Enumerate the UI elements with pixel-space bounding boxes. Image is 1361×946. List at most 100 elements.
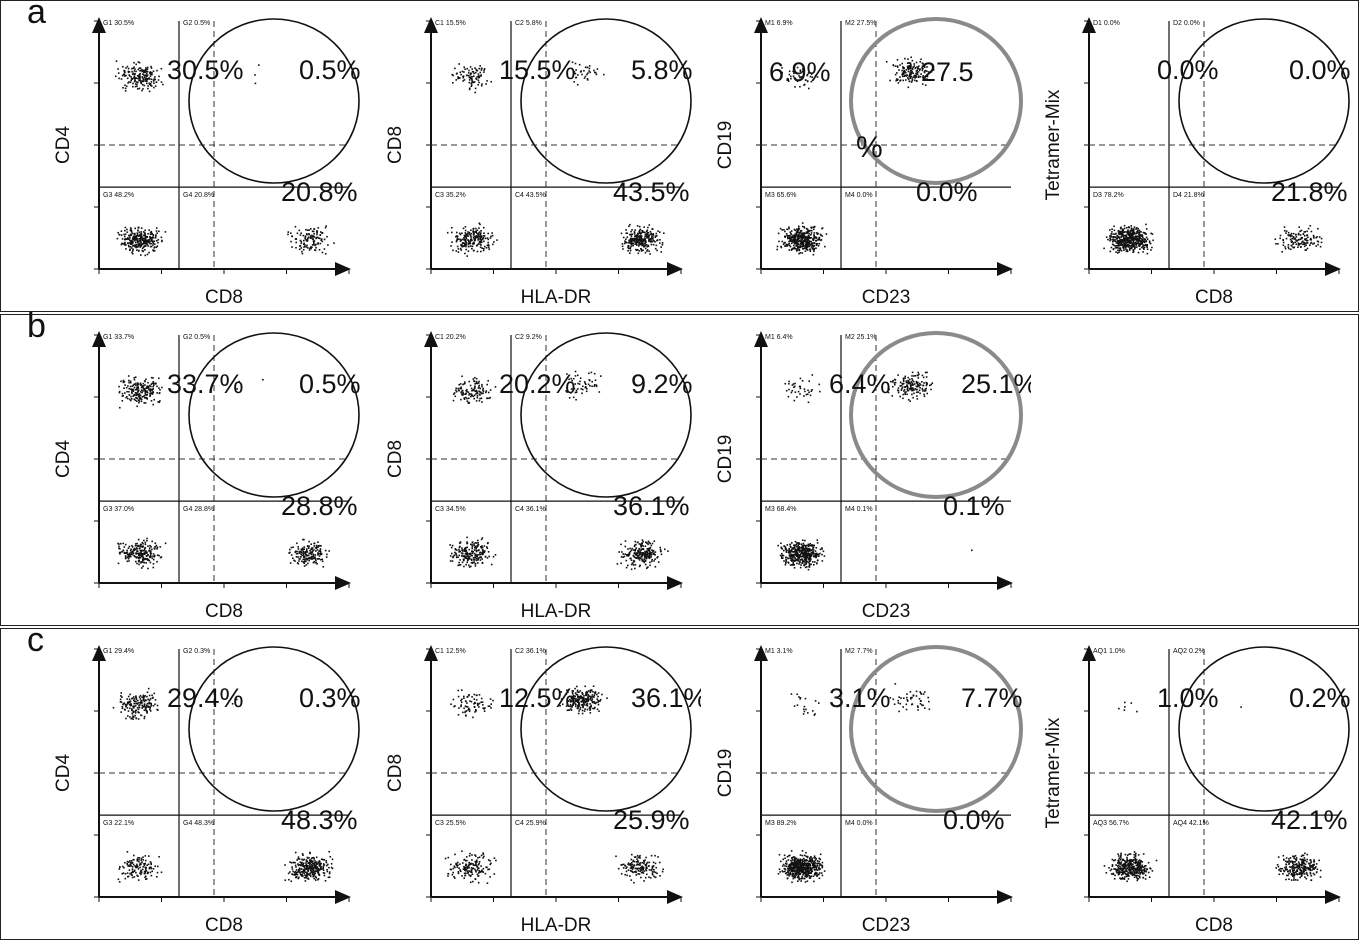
scatter-panel: C1 20.2%C2 9.2%C3 34.5%C4 36.1%20.2%9.2%…	[381, 315, 711, 627]
quadrant-percentage: %	[856, 131, 883, 164]
scatter-plot: C1 20.2%C2 9.2%C3 34.5%C4 36.1%20.2%9.2%…	[381, 315, 701, 627]
x-axis-label: CD8	[1195, 915, 1233, 936]
gate-label: G2 0.5%	[183, 20, 210, 27]
quadrant-percentage: 7.7%	[961, 683, 1023, 713]
gate-label: C2 36.1%	[515, 648, 546, 655]
gate-label: D4 21.8%	[1173, 192, 1204, 199]
gate-label: C4 25.9%	[515, 820, 546, 827]
scatter-panel: AQ1 1.0%AQ2 0.2%AQ3 56.7%AQ4 42.1%1.0%0.…	[1039, 629, 1361, 941]
gate-label: G4 28.8%	[183, 506, 214, 513]
y-axis-label: CD8	[385, 754, 406, 792]
quadrant-percentage: 20.8%	[281, 177, 358, 207]
gate-label: G3 37.0%	[103, 506, 134, 513]
scatter-plot: M1 3.1%M2 7.7%M3 89.2%M4 0.0%3.1%7.7%0.0…	[711, 629, 1031, 941]
y-axis-label: CD19	[715, 435, 736, 484]
gate-label: G4 48.3%	[183, 820, 214, 827]
quadrant-percentage: 33.7%	[167, 369, 244, 399]
gate-label: G3 22.1%	[103, 820, 134, 827]
event-dots	[445, 685, 664, 884]
quadrant-percentage: 0.0%	[1157, 55, 1219, 85]
row-letter: a	[27, 0, 46, 32]
quadrant-percentage: 0.2%	[1289, 683, 1351, 713]
gate-label: G2 0.3%	[183, 648, 210, 655]
y-axis-label: CD4	[53, 754, 74, 792]
gate-label: M3 68.4%	[765, 506, 797, 513]
gate-label: M3 65.6%	[765, 192, 797, 199]
x-axis-label: CD8	[205, 601, 243, 622]
gate-label: M2 25.1%	[845, 334, 877, 341]
quadrant-percentage: 0.5%	[299, 55, 361, 85]
x-axis-label: CD23	[862, 601, 911, 622]
gate-label: C4 36.1%	[515, 506, 546, 513]
scatter-panel: M1 3.1%M2 7.7%M3 89.2%M4 0.0%3.1%7.7%0.0…	[711, 629, 1041, 941]
gate-label: D1 0.0%	[1093, 20, 1120, 27]
scatter-plot: G1 30.5%G2 0.5%G3 48.2%G4 20.8%30.5%0.5%…	[49, 1, 369, 313]
scatter-plot: AQ1 1.0%AQ2 0.2%AQ3 56.7%AQ4 42.1%1.0%0.…	[1039, 629, 1359, 941]
gate-label: M1 6.4%	[765, 334, 793, 341]
quadrant-percentage: 15.5%	[499, 55, 576, 85]
scatter-plot: M1 6.4%M2 25.1%M3 68.4%M4 0.1%6.4%25.1%0…	[711, 315, 1031, 627]
gate-label: G1 29.4%	[103, 648, 134, 655]
event-dots	[115, 60, 335, 256]
quadrant-percentage: 12.5%	[499, 683, 576, 713]
scatter-plot: G1 33.7%G2 0.5%G3 37.0%G4 28.8%33.7%0.5%…	[49, 315, 369, 627]
scatter-plot: M1 6.9%M2 27.5%M3 65.6%M4 0.0%6.9%27.5%0…	[711, 1, 1031, 313]
quadrant-percentage: 36.1%	[631, 683, 701, 713]
quadrant-percentage: 0.0%	[916, 177, 978, 207]
quadrant-percentage: 30.5%	[167, 55, 244, 85]
gate-label: C1 15.5%	[435, 20, 466, 27]
scatter-panel: C1 12.5% C2 36.1% C3 25.5% C4 25.9% 12.5% 36.…	[381, 629, 711, 941]
scatter-panel: D1 0.0%D2 0.0%D3 78.2%D4 21.8%0.0%0.0%21…	[1039, 1, 1361, 313]
gate-label: C4 43.5%	[515, 192, 546, 199]
quadrant-percentage: 0.5%	[299, 369, 361, 399]
gate-label: AQ4 42.1%	[1173, 820, 1209, 827]
scatter-plot: C1 12.5% C2 36.1% C3 25.5% C4 25.9% 12.5% 36.…	[381, 629, 701, 941]
scatter-plot: G1 29.4%G2 0.3%G3 22.1%G4 48.3%29.4%0.3%…	[49, 629, 369, 941]
quadrant-percentage: 6.9%	[769, 57, 831, 87]
scatter-plot: C1 15.5%C2 5.8%C3 35.2%C4 43.5%15.5%5.8%…	[381, 1, 701, 313]
gate-label: D2 0.0%	[1173, 20, 1200, 27]
x-axis-label: CD23	[862, 915, 911, 936]
quadrant-percentage: 20.2%	[499, 369, 576, 399]
gate-label: M2 7.7%	[845, 648, 873, 655]
gate-label: M4 0.0%	[845, 192, 873, 199]
quadrant-percentage: 3.1%	[829, 683, 891, 713]
x-axis-label: HLA-DR	[521, 601, 592, 622]
x-axis-label: HLA-DR	[521, 915, 592, 936]
quadrant-percentage: 25.1%	[961, 369, 1031, 399]
gate-label: G1 30.5%	[103, 20, 134, 27]
row-letter: b	[27, 307, 46, 346]
row-letter: c	[27, 621, 44, 660]
y-axis-label: Tetramer-Mix	[1043, 89, 1064, 200]
gate-label: C1 12.5%	[435, 648, 466, 655]
gate-label: AQ1 1.0%	[1093, 648, 1125, 655]
event-dots	[113, 688, 334, 883]
y-axis-label: CD4	[53, 440, 74, 478]
gate-label: C2 5.8%	[515, 20, 542, 27]
y-axis-label: CD19	[715, 121, 736, 170]
quadrant-percentage: 0.0%	[1289, 55, 1351, 85]
scatter-panel: G1 29.4%G2 0.3%G3 22.1%G4 48.3%29.4%0.3%…	[49, 629, 379, 941]
scatter-panel: G1 33.7%G2 0.5%G3 37.0%G4 28.8%33.7%0.5%…	[49, 315, 379, 627]
quadrant-percentage: 5.8%	[631, 55, 693, 85]
gate-label: M2 27.5%	[845, 20, 877, 27]
event-dots	[117, 375, 330, 569]
event-dots	[1103, 224, 1322, 255]
gate-label: C2 9.2%	[515, 334, 542, 341]
quadrant-percentage: 43.5%	[613, 177, 690, 207]
quadrant-percentage: 36.1%	[613, 491, 690, 521]
gate-label: C3 25.5%	[435, 820, 466, 827]
x-axis-label: CD23	[862, 287, 911, 308]
y-axis-label: CD8	[385, 440, 406, 478]
x-axis-label: CD8	[205, 915, 243, 936]
scatter-panel: G1 30.5%G2 0.5%G3 48.2%G4 20.8%30.5%0.5%…	[49, 1, 379, 313]
gate-label: M3 89.2%	[765, 820, 797, 827]
quadrant-percentage: 9.2%	[631, 369, 693, 399]
quadrant-percentage: 27.5	[921, 57, 974, 87]
gate-label: G4 20.8%	[183, 192, 214, 199]
x-axis-label: CD8	[205, 287, 243, 308]
quadrant-percentage: 0.3%	[299, 683, 361, 713]
